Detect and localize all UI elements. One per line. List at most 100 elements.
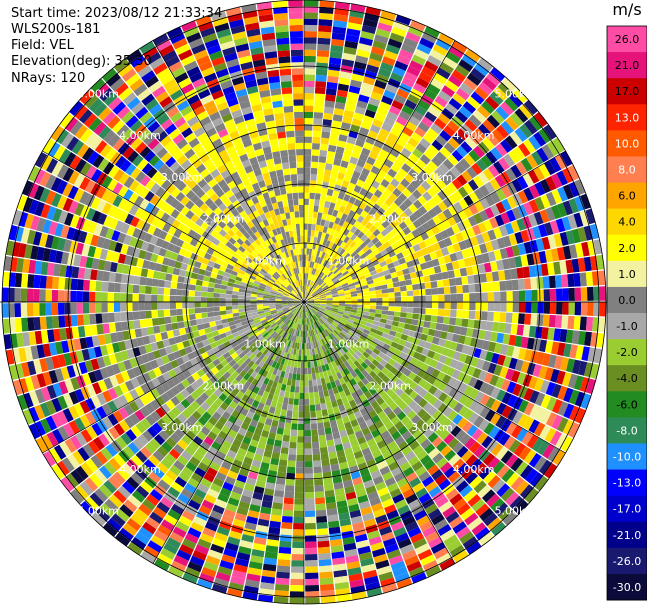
velocity-gate (105, 343, 115, 355)
velocity-gate (401, 249, 410, 258)
velocity-gate (238, 351, 246, 359)
velocity-gate (20, 228, 30, 244)
velocity-gate (348, 316, 356, 322)
velocity-gate (355, 340, 363, 348)
velocity-gate (178, 327, 187, 336)
velocity-gate (329, 457, 339, 466)
velocity-gate (325, 194, 332, 203)
velocity-gate (581, 346, 591, 362)
velocity-gate (122, 330, 131, 341)
velocity-gate (525, 302, 532, 313)
velocity-gate (283, 318, 289, 324)
velocity-gate (291, 308, 297, 313)
velocity-gate (269, 321, 276, 327)
velocity-gate (387, 440, 398, 451)
velocity-gate (445, 262, 454, 271)
velocity-gate (385, 278, 393, 285)
velocity-gate (247, 445, 257, 454)
velocity-gate (233, 355, 242, 363)
velocity-gate (54, 223, 64, 237)
velocity-gate (188, 440, 200, 451)
velocity-gate (320, 193, 327, 201)
velocity-gate (357, 259, 365, 266)
velocity-gate (405, 31, 421, 43)
velocity-gate (296, 373, 301, 381)
velocity-gate (150, 182, 161, 194)
velocity-gate (304, 535, 317, 542)
velocity-gate (327, 144, 337, 153)
velocity-gate (529, 115, 543, 131)
velocity-gate (200, 426, 211, 436)
velocity-gate (385, 215, 395, 225)
velocity-gate (225, 330, 233, 337)
velocity-gate (298, 405, 304, 412)
velocity-gate (209, 510, 223, 521)
velocity-gate (256, 304, 263, 307)
velocity-gate (36, 344, 46, 359)
velocity-gate (346, 497, 359, 507)
velocity-gate (156, 175, 167, 187)
velocity-gate (314, 269, 319, 276)
velocity-gate (260, 506, 272, 515)
velocity-gate (225, 344, 233, 352)
velocity-gate (426, 335, 434, 343)
velocity-gate (349, 9, 365, 19)
velocity-gate (553, 261, 562, 275)
velocity-gate (313, 306, 319, 310)
velocity-gate (233, 241, 241, 249)
velocity-gate (2, 318, 10, 334)
velocity-gate (159, 272, 167, 281)
velocity-gate (398, 49, 414, 60)
velocity-gate (357, 223, 365, 232)
velocity-gate (138, 364, 148, 375)
velocity-gate (256, 294, 264, 298)
velocity-gate (332, 190, 340, 198)
velocity-gate (484, 181, 496, 194)
velocity-gate (100, 503, 115, 518)
velocity-gate (251, 312, 259, 316)
velocity-gate (83, 113, 98, 128)
velocity-gate (394, 306, 401, 312)
velocity-gate (333, 569, 348, 578)
velocity-gate (242, 527, 256, 537)
velocity-gate (315, 81, 327, 89)
velocity-gate (439, 130, 452, 142)
velocity-gate (341, 250, 349, 258)
velocity-gate (364, 12, 380, 22)
velocity-gate (313, 466, 322, 474)
velocity-gate (114, 312, 121, 322)
velocity-gate (550, 430, 563, 446)
velocity-gate (62, 197, 74, 212)
velocity-gate (319, 446, 328, 455)
velocity-gate (505, 453, 519, 468)
velocity-gate (432, 193, 443, 205)
velocity-gate (52, 208, 63, 223)
velocity-gate (393, 348, 402, 357)
velocity-gate (294, 297, 301, 301)
velocity-gate (14, 318, 23, 333)
velocity-gate (192, 266, 200, 274)
velocity-gate (390, 383, 400, 393)
velocity-gate (443, 286, 451, 295)
velocity-gate (332, 209, 339, 217)
velocity-gate (365, 404, 374, 413)
velocity-gate (284, 485, 295, 492)
velocity-gate (384, 362, 393, 371)
velocity-gate (140, 550, 157, 564)
velocity-gate (297, 311, 301, 318)
velocity-gate (274, 490, 285, 498)
velocity-gate (273, 316, 280, 322)
velocity-gate (305, 566, 319, 573)
velocity-gate (424, 314, 432, 322)
velocity-gate (34, 388, 46, 404)
velocity-gate (272, 332, 279, 339)
velocity-gate (338, 134, 348, 143)
velocity-gate (328, 451, 338, 460)
velocity-gate (355, 55, 369, 64)
velocity-gate (287, 460, 296, 468)
velocity-gate (331, 331, 338, 338)
velocity-gate (298, 317, 301, 325)
velocity-gate (312, 354, 317, 362)
velocity-gate (262, 322, 270, 328)
velocity-gate (39, 358, 49, 373)
